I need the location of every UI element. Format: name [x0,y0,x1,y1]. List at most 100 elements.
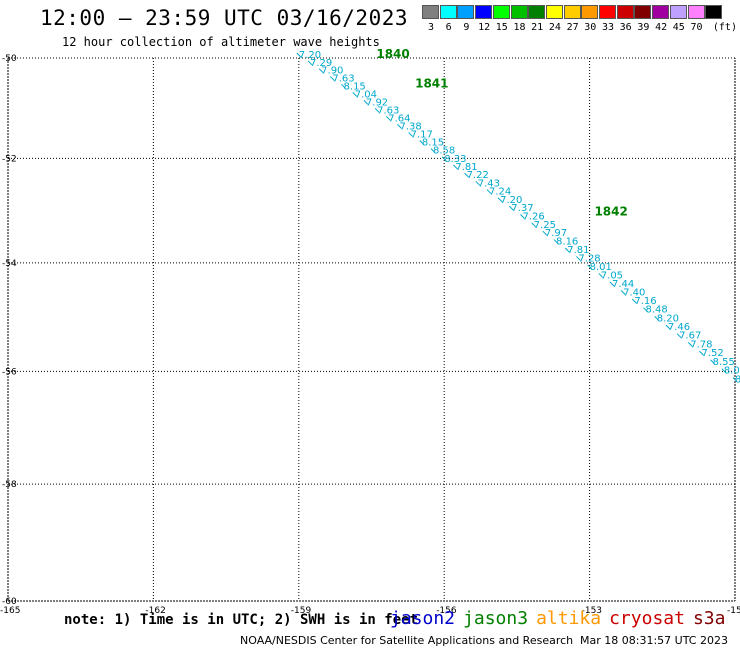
track-tick [609,281,615,287]
wave-height-label: 7.40 [623,288,645,299]
wave-height-label: 8.15 [422,138,444,149]
track-tick [553,239,559,244]
track-tick [508,205,514,211]
wave-height-label: 8.08 [724,366,740,377]
map-subtitle: 12 hour collection of altimeter wave hei… [62,35,380,49]
legend-label: 30 [584,22,597,33]
track-tick [486,189,492,194]
satellite-name: jason2 [390,608,456,629]
legend-swatch [475,5,493,19]
track-tick [564,247,570,253]
track-tick [419,140,425,145]
footer-note: note: 1) Time is in UTC; 2) SWH is in fe… [64,612,419,628]
wave-height-label: 8.17 [735,375,740,386]
track-tick [620,290,626,295]
latitude-tick-label: -58 [2,480,17,490]
wave-height-label: 7.24 [489,187,511,198]
wave-height-label: 8.20 [657,313,679,324]
satellite-legend: jason2 jason3 altika cryosat s3a [390,608,733,629]
wave-height-label: 7.81 [455,162,477,173]
satellite-name: jason3 [463,608,529,629]
map-frame [7,57,736,602]
legend-swatch [687,5,705,19]
longitude-tick-label: -165 [0,606,20,616]
wave-height-label: 7.64 [388,113,410,124]
longitude-tick-label: -153 [582,606,602,616]
legend-swatch [599,5,616,19]
track-tick [721,368,727,374]
wave-height-label: 7.04 [355,89,377,100]
legend-swatch [652,5,670,19]
wave-height-label: 7.43 [478,178,500,189]
legend-swatch [669,5,687,19]
track-tick [732,377,738,382]
wave-height-label: 7.63 [332,74,354,85]
legend-swatch [616,5,634,19]
legend-swatch [422,5,439,19]
legend-swatch [439,5,457,19]
legend-label: 27 [566,22,579,33]
track-tick [665,324,671,330]
track-tick [531,222,537,228]
satellite-name: s3a [692,608,726,629]
latitude-tick-label: -60 [2,597,17,607]
track-tick [687,342,693,347]
legend-label: 24 [548,22,561,33]
wave-height-label: 7.20 [500,195,522,206]
wave-height-label: 8.48 [646,305,668,316]
time-label: 1841 [415,77,448,91]
wave-height-label: 7.90 [321,66,343,77]
timestamp: Mar 18 08:31:57 UTC 2023 [580,634,728,647]
wave-height-label: 8.15 [344,81,366,92]
legend-label: 15 [495,22,508,33]
wave-height-label: 7.26 [522,211,544,222]
satellite-name: cryosat [609,608,685,629]
longitude-tick-label: -156 [436,606,457,616]
wave-height-label: 7.05 [601,270,623,281]
wave-height-label: 8.33 [444,154,466,165]
wave-height-label: 7.37 [511,203,533,214]
legend-swatch [492,5,510,19]
track-tick [453,164,458,170]
legend-label: 33 [601,22,615,33]
track-tick [363,99,369,105]
track-tick [307,60,313,66]
legend-label: 9 [463,22,470,33]
wave-height-label: 8.58 [433,146,455,157]
track-tick [408,132,413,137]
legend-label: 3 [427,22,435,33]
track-tick [475,180,481,186]
track-tick [643,307,648,313]
track-tick [497,197,503,203]
legend-swatch [545,5,563,19]
time-label: 1842 [594,204,627,218]
track-tick [341,84,346,89]
track-tick [598,273,604,278]
wave-height-label: 7.20 [299,50,321,61]
wave-height-label: 8.16 [556,237,578,248]
wave-height-label: 7.92 [366,97,388,108]
legend-swatch [510,5,528,19]
latitude-tick-label: -54 [2,259,17,269]
track-tick [352,92,358,97]
wave-height-label: 7.97 [545,228,567,239]
legend-swatch [528,5,546,19]
longitude-tick-label: -162 [145,606,165,616]
wave-height-label: 8.01 [590,262,612,273]
track-tick [318,68,324,74]
track-tick [542,230,548,236]
legend-unit: (ft) [712,22,737,33]
track-tick [441,156,447,162]
wave-height-label: 7.28 [578,253,600,264]
legend-label: 18 [513,22,526,33]
legend-label: 70 [690,22,703,33]
track-tick [587,264,592,270]
track-tick [654,315,660,321]
track-tick [296,52,302,58]
latitude-tick-label: -52 [2,154,17,164]
track-tick [330,76,335,81]
wave-height-label: 7.29 [310,58,332,69]
time-label: 1840 [376,47,409,61]
track-tick [710,359,715,365]
legend-label: 21 [531,22,544,33]
